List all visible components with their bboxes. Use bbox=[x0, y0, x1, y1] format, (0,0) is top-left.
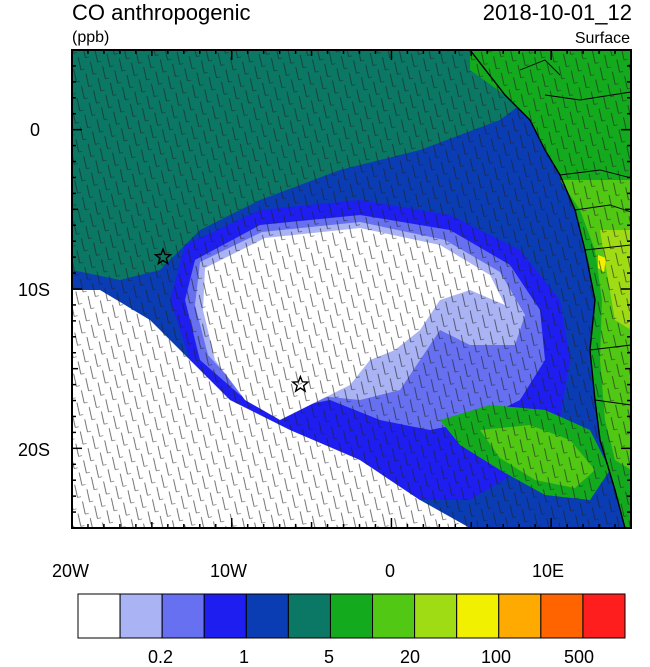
map-title: CO anthropogenic bbox=[72, 0, 251, 25]
colorbar-label: 100 bbox=[481, 647, 512, 667]
lon-tick-label: 20W bbox=[52, 561, 90, 581]
level-label: Surface bbox=[574, 30, 630, 47]
colorbar-swatch bbox=[372, 593, 416, 639]
wind-vectors bbox=[72, 50, 631, 528]
lon-tick-label: 0 bbox=[385, 561, 396, 581]
lat-tick-label: 20S bbox=[18, 440, 51, 460]
lon-tick-label: 10E bbox=[532, 561, 565, 581]
map-datetime: 2018-10-01_12 bbox=[482, 0, 632, 25]
colorbar-swatch bbox=[77, 593, 121, 639]
star-marker-south bbox=[290, 374, 310, 393]
colorbar-label: 500 bbox=[564, 647, 595, 667]
star-marker-west bbox=[153, 247, 173, 266]
map-plot-area bbox=[72, 50, 631, 528]
colorbar-swatch bbox=[498, 593, 542, 639]
site-markers bbox=[153, 247, 310, 393]
colorbar-swatch bbox=[245, 593, 289, 639]
colorbar-swatch bbox=[456, 593, 500, 639]
colorbar-label: 5 bbox=[324, 647, 335, 667]
lat-tick-label: 0 bbox=[30, 120, 41, 140]
colorbar-swatch bbox=[540, 593, 584, 639]
colorbar-swatch bbox=[287, 593, 331, 639]
colorbar-label: 1 bbox=[239, 647, 250, 667]
colorbar-label: 20 bbox=[400, 647, 421, 667]
colorbar-swatch bbox=[329, 593, 374, 639]
colorbar-swatch bbox=[203, 593, 247, 639]
units-label: (ppb) bbox=[72, 29, 110, 46]
colorbar-label: 0.2 bbox=[148, 647, 174, 667]
colorbar bbox=[77, 593, 626, 639]
colorbar-swatch bbox=[582, 593, 626, 639]
axis-ticks bbox=[71, 49, 632, 529]
colorbar-swatch bbox=[161, 593, 205, 639]
lon-tick-label: 10W bbox=[210, 561, 248, 581]
lat-tick-label: 10S bbox=[18, 280, 51, 300]
colorbar-swatch bbox=[414, 593, 458, 639]
colorbar-swatch bbox=[119, 593, 163, 639]
